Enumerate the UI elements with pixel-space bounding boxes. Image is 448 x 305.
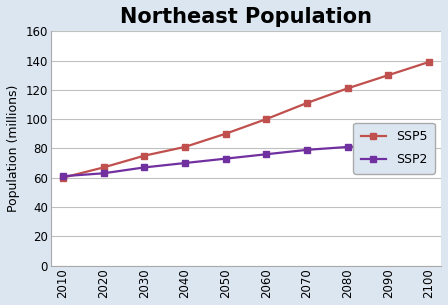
SSP2	[182, 161, 188, 165]
SSP5	[385, 74, 391, 77]
SSP2	[426, 144, 431, 147]
SSP2	[345, 145, 350, 149]
SSP2	[101, 171, 106, 175]
Legend: SSP5, SSP2: SSP5, SSP2	[353, 123, 435, 174]
Line: SSP5: SSP5	[60, 59, 432, 181]
SSP2	[60, 174, 65, 178]
SSP5	[304, 101, 310, 105]
Line: SSP2: SSP2	[60, 142, 432, 180]
SSP2	[263, 152, 269, 156]
SSP5	[101, 166, 106, 169]
SSP2	[142, 166, 147, 169]
SSP2	[385, 144, 391, 147]
SSP5	[223, 132, 228, 136]
SSP5	[182, 145, 188, 149]
SSP5	[426, 60, 431, 64]
Y-axis label: Population (millions): Population (millions)	[7, 85, 20, 212]
SSP5	[263, 117, 269, 121]
SSP5	[142, 154, 147, 158]
SSP2	[223, 157, 228, 160]
SSP5	[60, 176, 65, 180]
SSP5	[345, 87, 350, 90]
Title: Northeast Population: Northeast Population	[120, 7, 372, 27]
SSP2	[304, 148, 310, 152]
